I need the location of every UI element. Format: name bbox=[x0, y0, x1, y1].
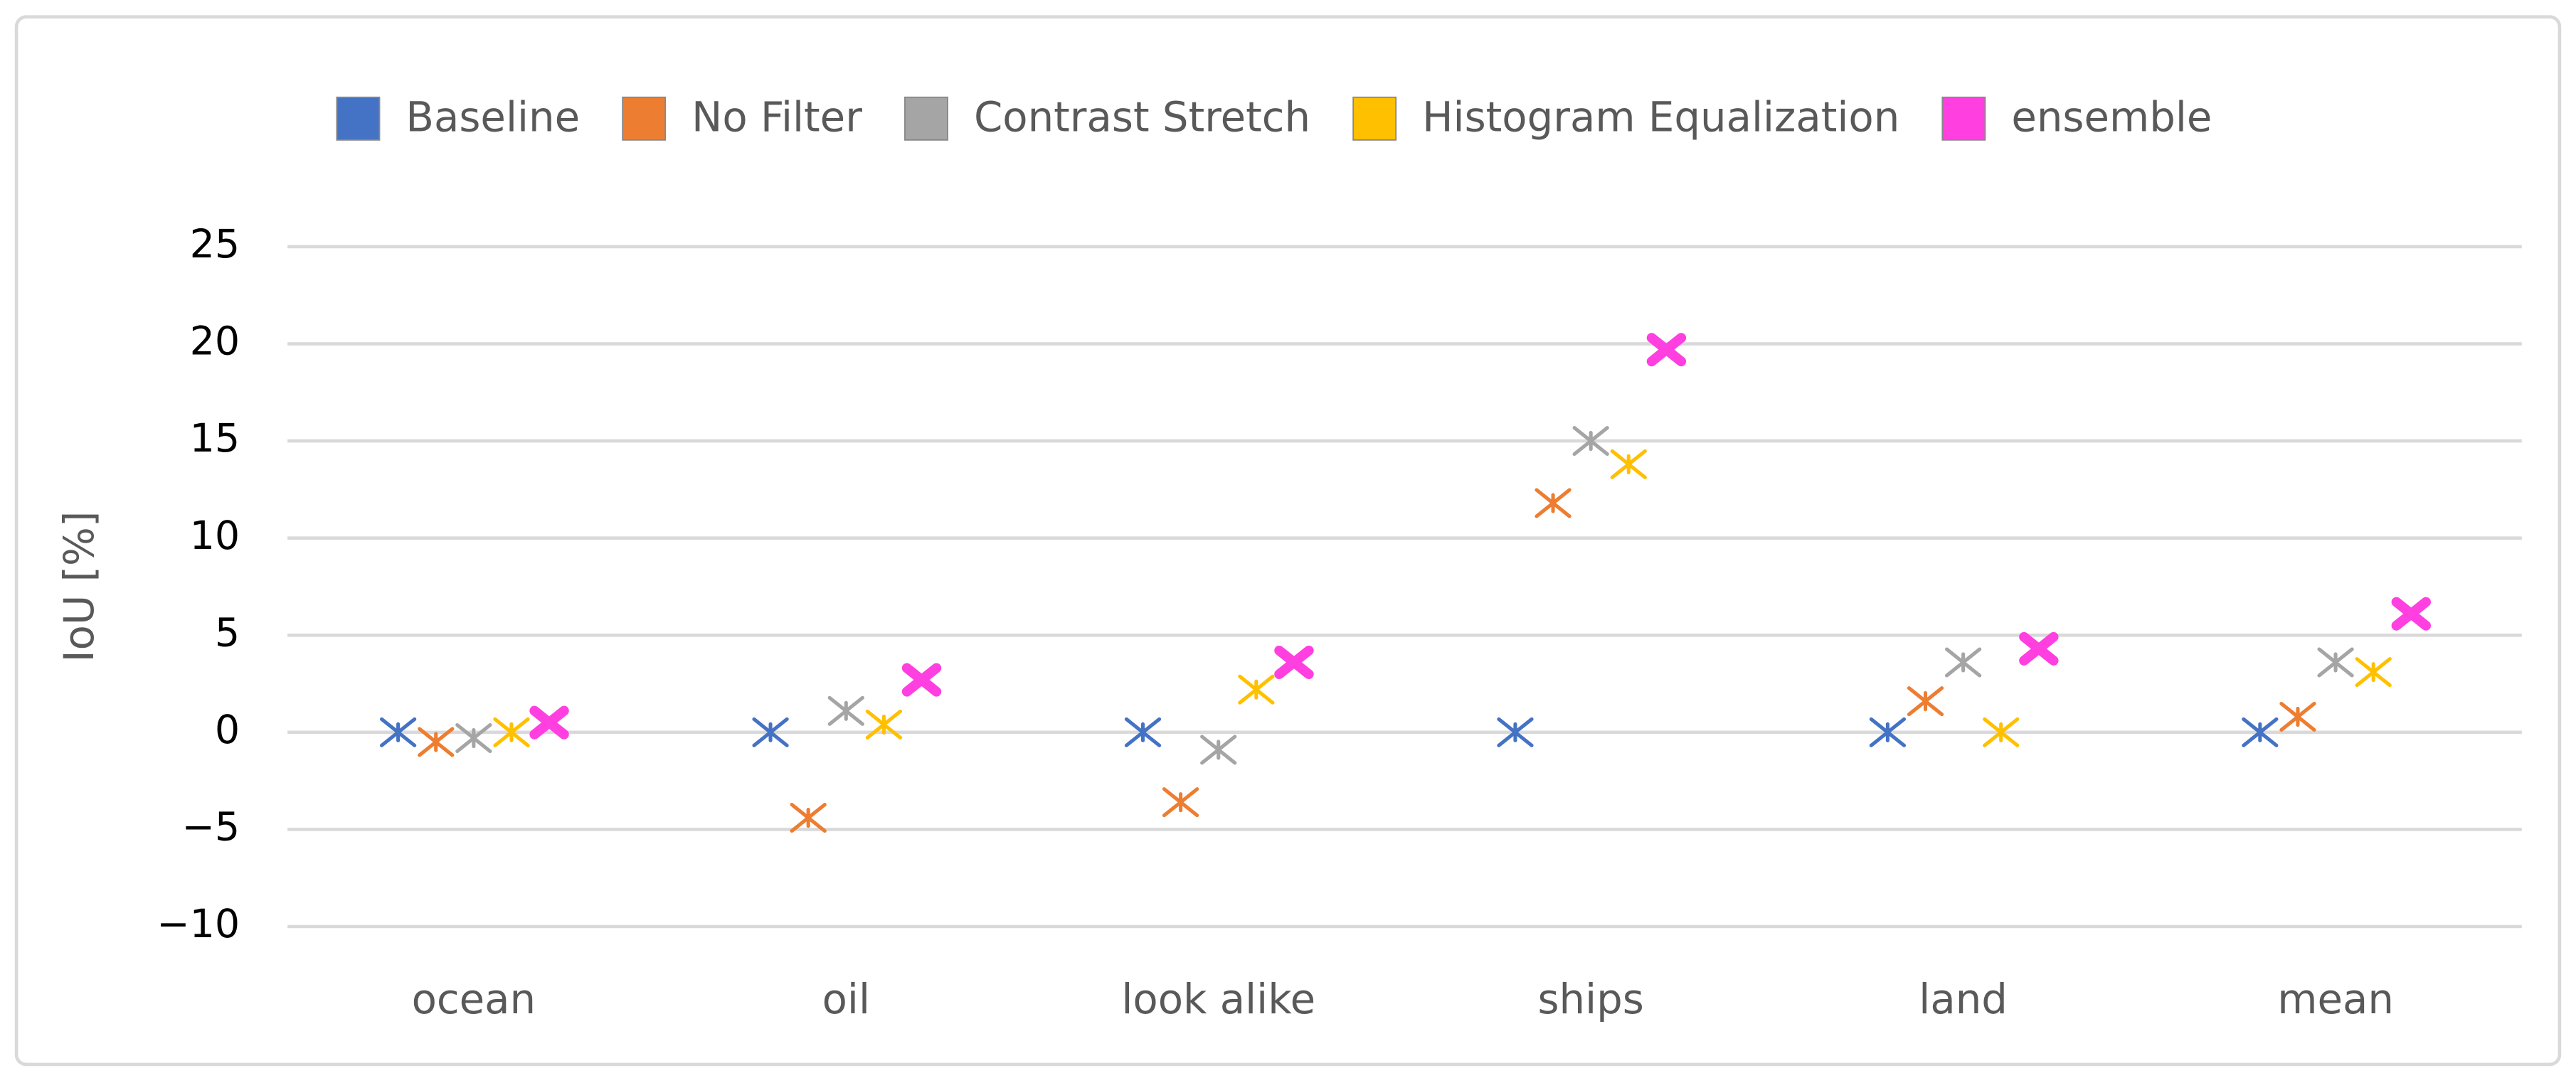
marker bbox=[827, 695, 864, 726]
marker bbox=[1869, 717, 1907, 747]
marker bbox=[493, 717, 530, 747]
marker bbox=[1983, 717, 2020, 747]
legend-swatch bbox=[622, 96, 667, 141]
legend-label: ensemble bbox=[2011, 93, 2212, 142]
marker bbox=[2019, 631, 2059, 666]
marker bbox=[1646, 333, 1687, 367]
marker bbox=[418, 727, 455, 757]
marker bbox=[1572, 426, 1609, 457]
marker bbox=[1610, 449, 1647, 479]
marker bbox=[790, 803, 827, 833]
y-tick-label: 25 bbox=[190, 222, 240, 267]
y-tick-label: 0 bbox=[215, 708, 240, 753]
legend-label: Baseline bbox=[406, 93, 580, 142]
marker bbox=[1238, 674, 1275, 705]
marker bbox=[1907, 686, 1944, 717]
chart-border bbox=[14, 15, 2562, 1067]
x-tick-label: look alike bbox=[1121, 975, 1315, 1023]
marker bbox=[865, 709, 903, 740]
marker bbox=[1274, 645, 1314, 680]
x-tick-label: land bbox=[1919, 975, 2008, 1023]
marker bbox=[2279, 701, 2316, 732]
y-tick-label: 20 bbox=[190, 319, 240, 365]
marker bbox=[1124, 717, 1162, 747]
legend-swatch bbox=[1941, 96, 1986, 141]
y-tick-label: −5 bbox=[181, 805, 240, 850]
marker bbox=[2391, 597, 2432, 631]
y-tick-label: 10 bbox=[190, 513, 240, 559]
y-axis-title: IoU [%] bbox=[55, 511, 103, 663]
marker bbox=[2242, 717, 2279, 747]
marker bbox=[1535, 488, 1571, 518]
marker bbox=[1200, 735, 1237, 765]
legend-swatch bbox=[904, 96, 948, 141]
legend-label: Histogram Equalization bbox=[1422, 93, 1899, 142]
marker bbox=[901, 663, 942, 697]
legend-swatch bbox=[336, 96, 381, 141]
marker bbox=[529, 705, 569, 740]
x-tick-label: mean bbox=[2277, 975, 2394, 1023]
legend-label: Contrast Stretch bbox=[974, 93, 1310, 142]
x-tick-label: ocean bbox=[412, 975, 536, 1023]
x-tick-label: ships bbox=[1537, 975, 1643, 1023]
marker bbox=[752, 717, 789, 747]
x-tick-label: oil bbox=[822, 975, 870, 1023]
y-tick-label: 5 bbox=[215, 610, 240, 656]
legend-label: No Filter bbox=[691, 93, 862, 142]
marker bbox=[2317, 647, 2354, 678]
marker bbox=[2355, 657, 2392, 688]
y-tick-label: 15 bbox=[190, 416, 240, 461]
marker bbox=[379, 717, 417, 747]
marker bbox=[1497, 717, 1534, 747]
legend-swatch bbox=[1352, 96, 1397, 141]
marker bbox=[1944, 647, 1982, 678]
marker bbox=[1162, 787, 1199, 818]
y-tick-label: −10 bbox=[157, 902, 240, 947]
marker bbox=[455, 723, 492, 754]
